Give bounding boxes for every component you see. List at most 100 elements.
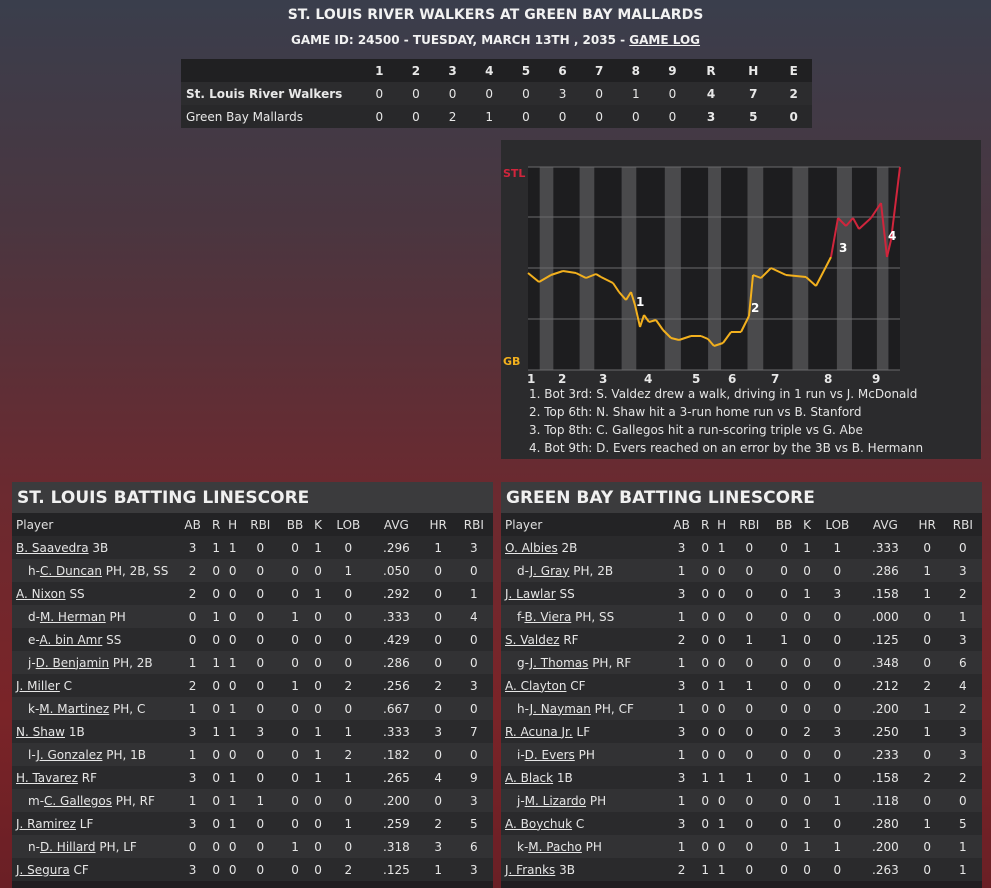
stat-cell: 0	[208, 559, 225, 582]
player-name-link[interactable]: H. Tavarez	[16, 770, 78, 785]
inning-score: 0	[668, 86, 677, 101]
stat-cell: 4	[943, 674, 982, 697]
player-name-link[interactable]: J. Segura	[16, 862, 70, 877]
stat-cell: 0	[814, 766, 861, 789]
stat-column-header[interactable]: AB	[666, 513, 698, 536]
stat-column-header[interactable]: RBI	[241, 513, 280, 536]
batter-row: j-D. Benjamin PH, 2B 1 1 1 0 0 0 0.286 0 0	[12, 651, 493, 674]
stat-cell: 0	[421, 651, 455, 674]
player-name-link[interactable]: M. Herman	[39, 609, 106, 624]
player-name-link[interactable]: S. Valdez	[505, 632, 560, 647]
stat-cell: 0	[241, 559, 280, 582]
stat-column-header[interactable]: RBI	[454, 513, 493, 536]
stat-cell: 1	[208, 651, 225, 674]
stat-cell: 0	[713, 628, 731, 651]
win-probability-segment	[648, 319, 657, 323]
inning-header: 2	[411, 63, 421, 78]
player-name-link[interactable]: A. Clayton	[505, 678, 567, 693]
stat-cell: 1	[177, 743, 209, 766]
stat-cell: 1	[666, 743, 698, 766]
player-name-link[interactable]: R. Acuna Jr.	[505, 724, 573, 739]
stat-cell: 0	[697, 812, 714, 835]
stat-cell: .158	[860, 766, 911, 789]
player-name-link[interactable]: J. Nayman	[529, 701, 591, 716]
game-log-link[interactable]: GAME LOG	[629, 33, 701, 47]
stat-cell: 0	[768, 536, 800, 559]
player-name-link[interactable]: D. Evers	[524, 747, 575, 762]
player-name-link[interactable]: C. Gallegos	[44, 793, 112, 808]
win-probability-segment	[630, 291, 636, 306]
player-name-link[interactable]: D. Benjamin	[35, 655, 110, 670]
stat-column-header[interactable]: BB	[279, 513, 311, 536]
player-name-link[interactable]: M. Lizardo	[524, 793, 587, 808]
stat-column-header[interactable]: LOB	[325, 513, 372, 536]
stat-column-header[interactable]: RBI	[943, 513, 982, 536]
player-name-link[interactable]: M. Martinez	[39, 701, 110, 716]
player-name-link[interactable]: J. Gonzalez	[36, 747, 103, 762]
player-name-link[interactable]: D. Hillard	[39, 839, 96, 854]
stat-cell: 0	[208, 858, 225, 881]
stat-column-header[interactable]: AVG	[860, 513, 911, 536]
player-name-link[interactable]: B. Saavedra	[16, 540, 89, 555]
event-marker: 4	[888, 229, 896, 243]
stat-column-header[interactable]: H	[713, 513, 731, 536]
player-name-link[interactable]: J. Lawlar	[505, 586, 556, 601]
inning-score: 0	[595, 86, 603, 101]
errors-total: 0	[789, 109, 798, 124]
stat-cell: 0	[713, 582, 731, 605]
player-position: 3B	[555, 862, 575, 877]
player-name-link[interactable]: N. Shaw	[16, 724, 65, 739]
stat-cell: 4	[421, 766, 455, 789]
player-name-link[interactable]: A. Black	[505, 770, 554, 785]
player-name-link[interactable]: J. Thomas	[529, 655, 589, 670]
stat-cell: 3	[666, 536, 698, 559]
stat-cell: 0	[279, 697, 311, 720]
player-name-link[interactable]: M. Pacho	[528, 839, 582, 854]
stat-cell: 0	[241, 651, 280, 674]
stat-cell: .200	[860, 835, 911, 858]
stat-column-header[interactable]: AVG	[371, 513, 422, 536]
player-name-link[interactable]: A. Boychuk	[505, 816, 573, 831]
stat-column-header[interactable]: K	[310, 513, 326, 536]
stat-cell: 0	[241, 628, 280, 651]
stat-column-header[interactable]: AB	[177, 513, 209, 536]
batter-row: n-D. Hillard PH, LF 0 0 0 0 1 0 0.318 3 6	[12, 835, 493, 858]
player-name-link[interactable]: J. Ramirez	[16, 816, 76, 831]
player-name-link[interactable]: A. bin Amr	[39, 632, 103, 647]
player-name-link[interactable]: J. Gray	[529, 563, 570, 578]
stat-column-header[interactable]: R	[697, 513, 714, 536]
stat-cell: 0	[224, 605, 242, 628]
player-name-link[interactable]: B. Viera	[524, 609, 572, 624]
batter-row: g-J. Thomas PH, RF 1 0 0 0 0 0 0.348 0 6	[501, 651, 982, 674]
player-name-link[interactable]: A. Nixon	[16, 586, 66, 601]
player-name-link[interactable]: J. Franks	[505, 862, 556, 877]
player-name-link[interactable]: O. Albies	[505, 540, 558, 555]
player-name-link[interactable]: J. Miller	[16, 678, 60, 693]
player-cell: h-J. Nayman PH, CF	[501, 697, 666, 720]
player-column-header[interactable]: Player	[501, 513, 666, 536]
stat-cell: 0	[697, 674, 714, 697]
inning-score: 1	[631, 86, 640, 101]
stat-cell: 0	[799, 789, 815, 812]
sub-prefix: m-	[28, 793, 45, 808]
stat-column-header[interactable]: K	[799, 513, 815, 536]
event-marker: 3	[839, 241, 847, 255]
inning-tick-label: 9	[872, 372, 880, 386]
runs-total: 4	[706, 86, 716, 101]
player-cell: e-A. bin Amr SS	[12, 628, 177, 651]
stat-cell: 0	[799, 605, 815, 628]
stat-column-header[interactable]: LOB	[814, 513, 861, 536]
stat-column-header[interactable]: R	[208, 513, 225, 536]
linescore-row-stl: St. Louis River Walkers 0 0 0 0 0 3 0 1 …	[181, 82, 812, 105]
stat-cell: 0	[454, 743, 493, 766]
stat-column-header[interactable]: HR	[910, 513, 944, 536]
stat-column-header[interactable]: BB	[768, 513, 800, 536]
player-name-link[interactable]: C. Duncan	[39, 563, 102, 578]
player-position: C	[59, 678, 73, 693]
stl-batting-title: ST. LOUIS BATTING LINESCORE	[12, 482, 493, 513]
player-column-header[interactable]: Player	[12, 513, 177, 536]
stat-cell: 0	[730, 651, 769, 674]
stat-column-header[interactable]: H	[224, 513, 242, 536]
stat-column-header[interactable]: HR	[421, 513, 455, 536]
stat-column-header[interactable]: RBI	[730, 513, 769, 536]
